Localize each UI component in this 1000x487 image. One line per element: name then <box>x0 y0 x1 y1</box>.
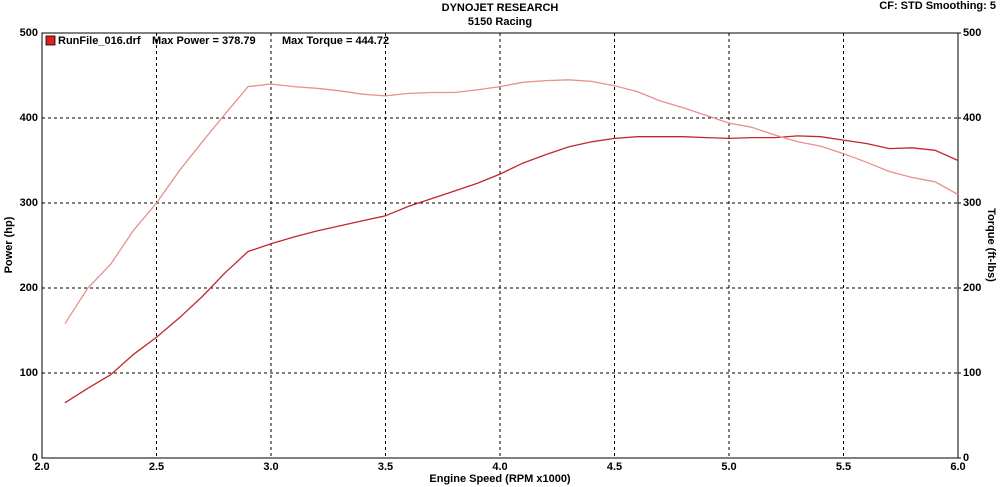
legend-max-torque: Max Torque = 444.72 <box>282 35 389 47</box>
series-line <box>64 79 959 325</box>
chart-title: DYNOJET RESEARCH <box>442 2 559 14</box>
x-tick-label: 3.5 <box>378 461 393 473</box>
y-tick-label: 400 <box>20 112 38 124</box>
x-tick-label: 3.0 <box>263 461 278 473</box>
y-tick-label: 500 <box>20 27 38 39</box>
y2-tick-label: 500 <box>963 27 981 39</box>
legend-name: RunFile_016.drf <box>58 35 141 47</box>
legend-swatch <box>45 35 56 46</box>
series-line <box>64 135 959 404</box>
y2-tick-label: 400 <box>963 112 981 124</box>
x-axis-label: Engine Speed (RPM x1000) <box>429 473 571 485</box>
y-axis-label: Power (hp) <box>3 216 15 273</box>
x-tick-label: 5.5 <box>836 461 851 473</box>
y2-tick-label: 300 <box>963 197 981 209</box>
y2-axis-label: Torque (ft-lbs) <box>985 208 997 282</box>
y2-tick-label: 200 <box>963 282 981 294</box>
y-tick-label: 300 <box>20 197 38 209</box>
y-tick-label: 100 <box>20 367 38 379</box>
x-tick-label: 2.5 <box>149 461 164 473</box>
x-tick-label: 2.0 <box>34 461 49 473</box>
y2-tick-label: 100 <box>963 367 981 379</box>
legend-max-power: Max Power = 378.79 <box>152 35 256 47</box>
y-tick-label: 200 <box>20 282 38 294</box>
settings-label: CF: STD Smoothing: 5 <box>879 0 996 12</box>
y2-tick-label: 0 <box>963 452 969 464</box>
x-tick-label: 5.0 <box>721 461 736 473</box>
x-tick-label: 6.0 <box>950 461 965 473</box>
y-tick-label: 0 <box>32 452 38 464</box>
x-tick-label: 4.5 <box>607 461 622 473</box>
chart-subtitle: 5150 Racing <box>468 16 532 28</box>
x-tick-label: 4.0 <box>492 461 507 473</box>
